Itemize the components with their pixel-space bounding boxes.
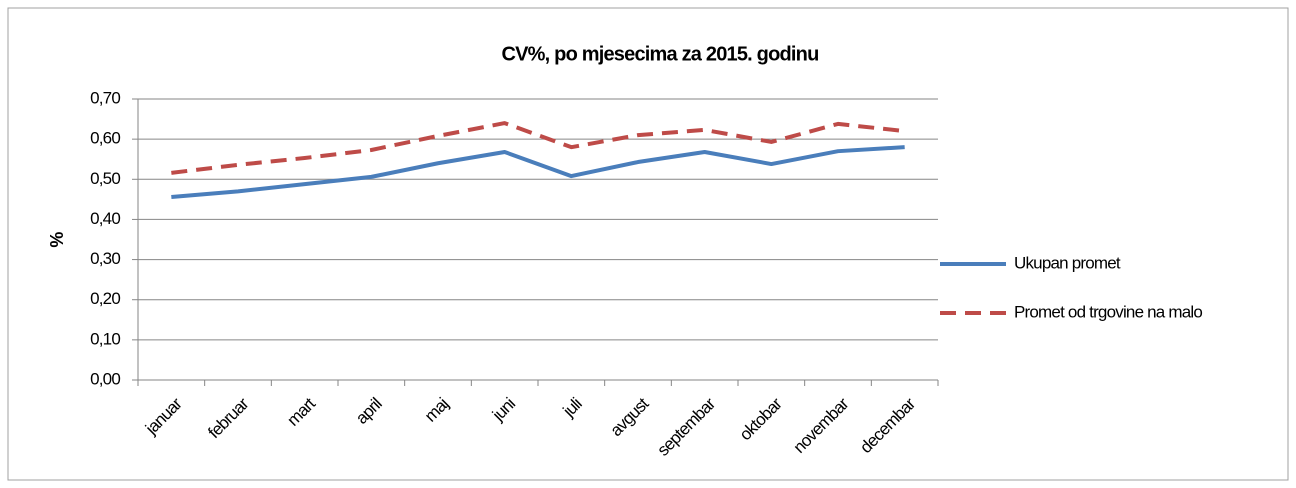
y-tick-label: 0,50 xyxy=(90,169,120,188)
y-tick-label: 0,00 xyxy=(90,369,120,388)
series-line xyxy=(171,145,905,199)
chart-title: CV%, po mjesecima za 2015. godinu xyxy=(501,43,818,65)
y-axis-label: % xyxy=(47,232,67,248)
chart-frame xyxy=(7,7,1289,481)
y-tick-label: 0,70 xyxy=(90,88,120,107)
y-tick-label: 0,10 xyxy=(90,329,120,348)
legend-label: Promet od trgovine na malo xyxy=(1014,302,1202,321)
y-tick-label: 0,60 xyxy=(90,129,120,148)
y-tick-label: 0,30 xyxy=(90,249,120,268)
y-tick-label: 0,40 xyxy=(90,209,120,228)
y-tick-label: 0,20 xyxy=(90,289,120,308)
legend-label: Ukupan promet xyxy=(1014,253,1121,272)
